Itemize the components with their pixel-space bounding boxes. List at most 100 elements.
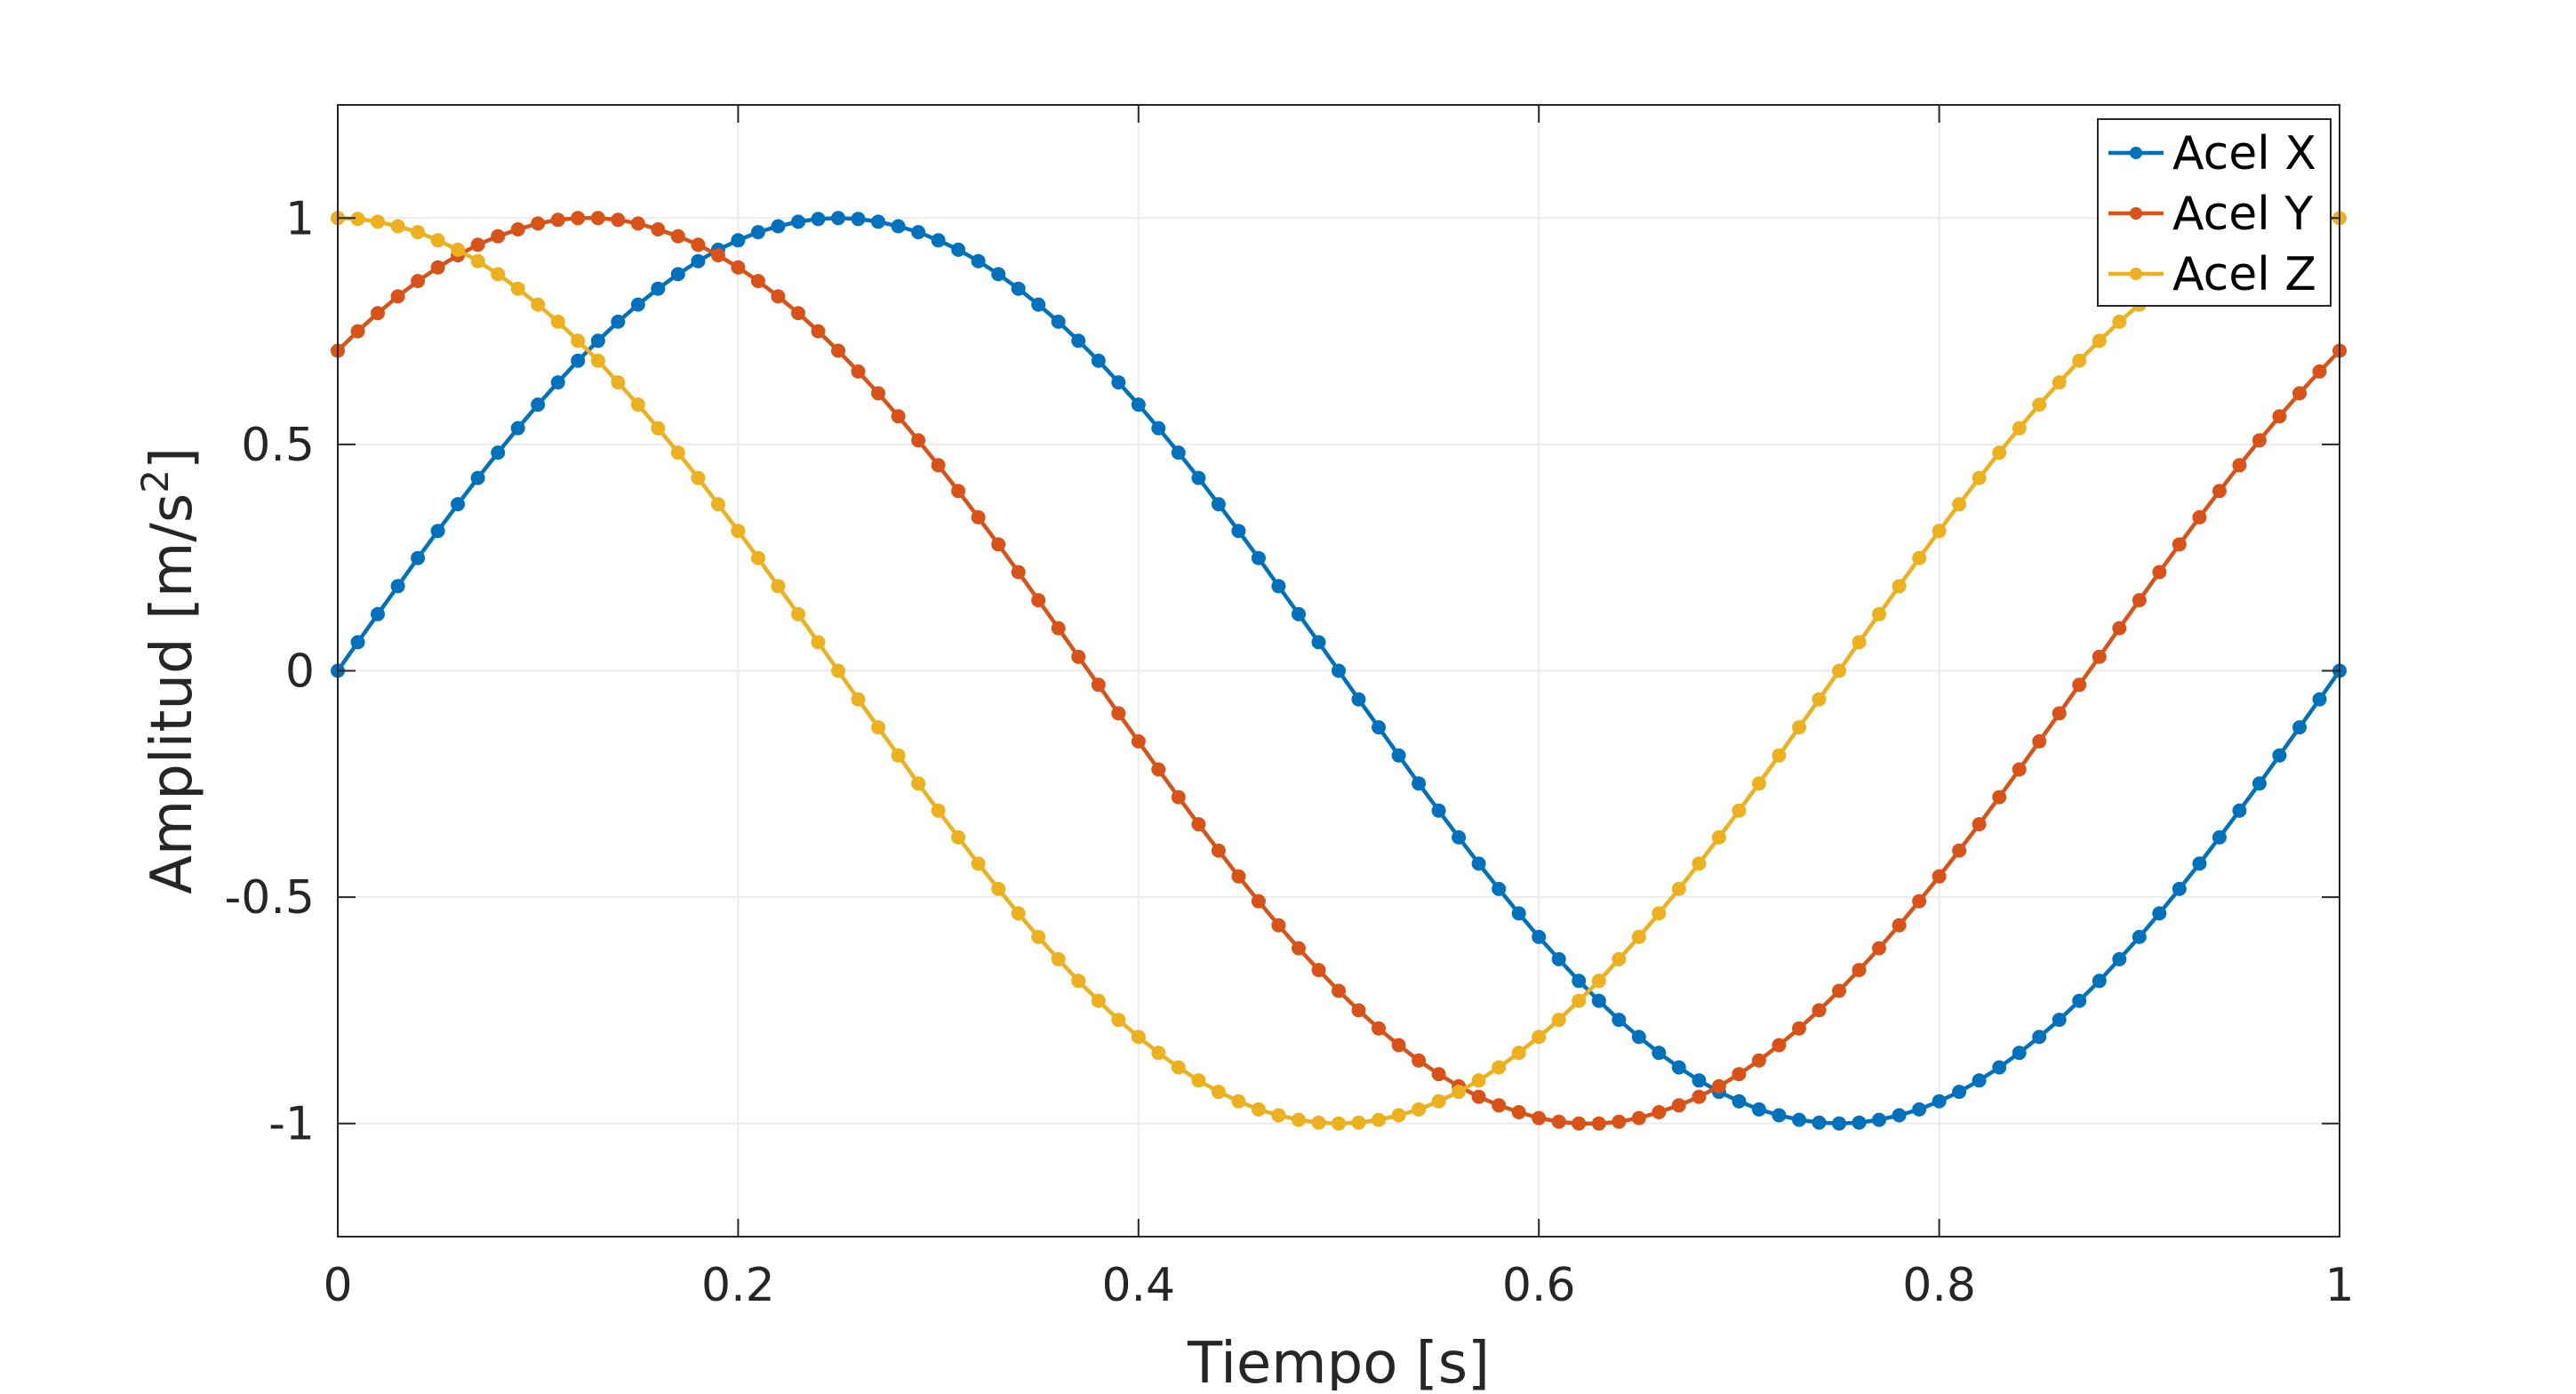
data-point bbox=[1511, 1046, 1526, 1061]
data-point bbox=[1131, 1029, 1146, 1045]
data-point bbox=[1332, 663, 1346, 678]
data-point bbox=[371, 306, 385, 321]
data-point bbox=[2072, 993, 2087, 1008]
data-point bbox=[2092, 333, 2107, 348]
data-point bbox=[1612, 1013, 1627, 1028]
data-point bbox=[1551, 1114, 1566, 1129]
data-point bbox=[1892, 1108, 1907, 1123]
data-point bbox=[2132, 593, 2147, 608]
data-point bbox=[871, 386, 885, 401]
data-point bbox=[2232, 803, 2247, 818]
data-point bbox=[1251, 1102, 1266, 1117]
x-tick-label: 0.2 bbox=[701, 1259, 775, 1312]
data-point bbox=[611, 212, 626, 228]
data-point bbox=[1631, 929, 1646, 944]
data-point bbox=[1011, 565, 1026, 580]
data-point bbox=[1051, 951, 1066, 966]
data-point bbox=[1812, 1003, 1827, 1018]
data-point bbox=[550, 375, 565, 390]
data-point bbox=[2112, 314, 2127, 329]
data-point bbox=[1852, 963, 1867, 978]
data-point bbox=[971, 253, 986, 268]
data-point bbox=[1511, 906, 1526, 921]
data-point bbox=[1471, 856, 1486, 871]
data-point bbox=[2252, 776, 2267, 791]
data-point bbox=[411, 274, 426, 289]
data-point bbox=[390, 579, 405, 594]
data-point bbox=[2152, 906, 2167, 921]
data-point bbox=[1892, 579, 1907, 594]
data-point bbox=[1591, 1116, 1606, 1131]
data-point bbox=[571, 211, 586, 226]
data-point bbox=[510, 421, 525, 436]
data-point bbox=[1952, 843, 1967, 858]
data-point bbox=[531, 397, 546, 413]
data-point bbox=[1311, 1115, 1326, 1130]
data-point bbox=[670, 267, 685, 282]
data-point bbox=[1912, 893, 1927, 909]
data-point bbox=[1792, 1112, 1806, 1127]
data-point bbox=[571, 353, 586, 368]
x-tick-label: 0.4 bbox=[1101, 1259, 1175, 1312]
data-point bbox=[750, 274, 765, 289]
data-point bbox=[2232, 458, 2247, 473]
data-point bbox=[1532, 1110, 1547, 1126]
data-point bbox=[1311, 635, 1326, 650]
data-point bbox=[1492, 1060, 1507, 1075]
data-point bbox=[710, 497, 725, 512]
data-point bbox=[1832, 1116, 1846, 1131]
data-point bbox=[1231, 1094, 1246, 1109]
data-point bbox=[691, 237, 706, 252]
data-point bbox=[531, 216, 546, 231]
data-point bbox=[1872, 1112, 1886, 1127]
data-point bbox=[1751, 776, 1766, 791]
data-point bbox=[791, 306, 805, 321]
x-tick-label: 0.6 bbox=[1502, 1259, 1576, 1312]
data-point bbox=[1692, 1073, 1707, 1088]
data-point bbox=[550, 212, 565, 228]
data-point bbox=[1131, 733, 1146, 749]
data-point bbox=[2032, 397, 2047, 413]
x-tick-label: 1 bbox=[2324, 1259, 2354, 1312]
y-tick-label: 0 bbox=[285, 645, 315, 699]
data-point bbox=[750, 225, 765, 240]
data-point bbox=[851, 364, 866, 379]
data-point bbox=[731, 260, 746, 275]
y-axis-title: Amplitud [m/s2] bbox=[133, 447, 205, 894]
data-point bbox=[670, 445, 685, 461]
data-point bbox=[2112, 951, 2127, 966]
data-point bbox=[2212, 829, 2227, 845]
data-point bbox=[1091, 677, 1106, 693]
data-point bbox=[1832, 983, 1846, 998]
data-point bbox=[1051, 621, 1066, 636]
data-point bbox=[731, 233, 746, 248]
data-point bbox=[470, 237, 485, 252]
y-axis-title-superscript: 2 bbox=[133, 469, 177, 493]
data-point bbox=[510, 281, 525, 296]
data-point bbox=[371, 606, 385, 621]
data-point bbox=[1912, 1102, 1927, 1117]
data-point bbox=[831, 343, 845, 358]
data-point bbox=[851, 212, 866, 227]
data-point bbox=[1671, 881, 1686, 896]
data-point bbox=[470, 253, 485, 268]
data-point bbox=[1071, 973, 1086, 989]
legend: Acel X Acel Y Acel Z bbox=[2097, 118, 2332, 307]
data-point bbox=[1391, 1037, 1406, 1053]
data-point bbox=[1171, 1060, 1186, 1075]
data-point bbox=[491, 228, 506, 244]
legend-marker bbox=[2130, 147, 2142, 159]
data-point bbox=[1972, 817, 1987, 832]
data-point bbox=[1031, 297, 1046, 312]
data-point bbox=[1011, 281, 1026, 296]
data-point bbox=[2052, 375, 2067, 390]
data-point bbox=[1532, 929, 1547, 944]
data-point bbox=[931, 803, 946, 818]
data-point bbox=[630, 297, 645, 312]
data-point bbox=[991, 267, 1006, 282]
data-point bbox=[911, 225, 926, 240]
data-point bbox=[590, 333, 605, 348]
series-acel-x bbox=[331, 211, 2347, 1131]
data-point bbox=[1792, 720, 1806, 735]
